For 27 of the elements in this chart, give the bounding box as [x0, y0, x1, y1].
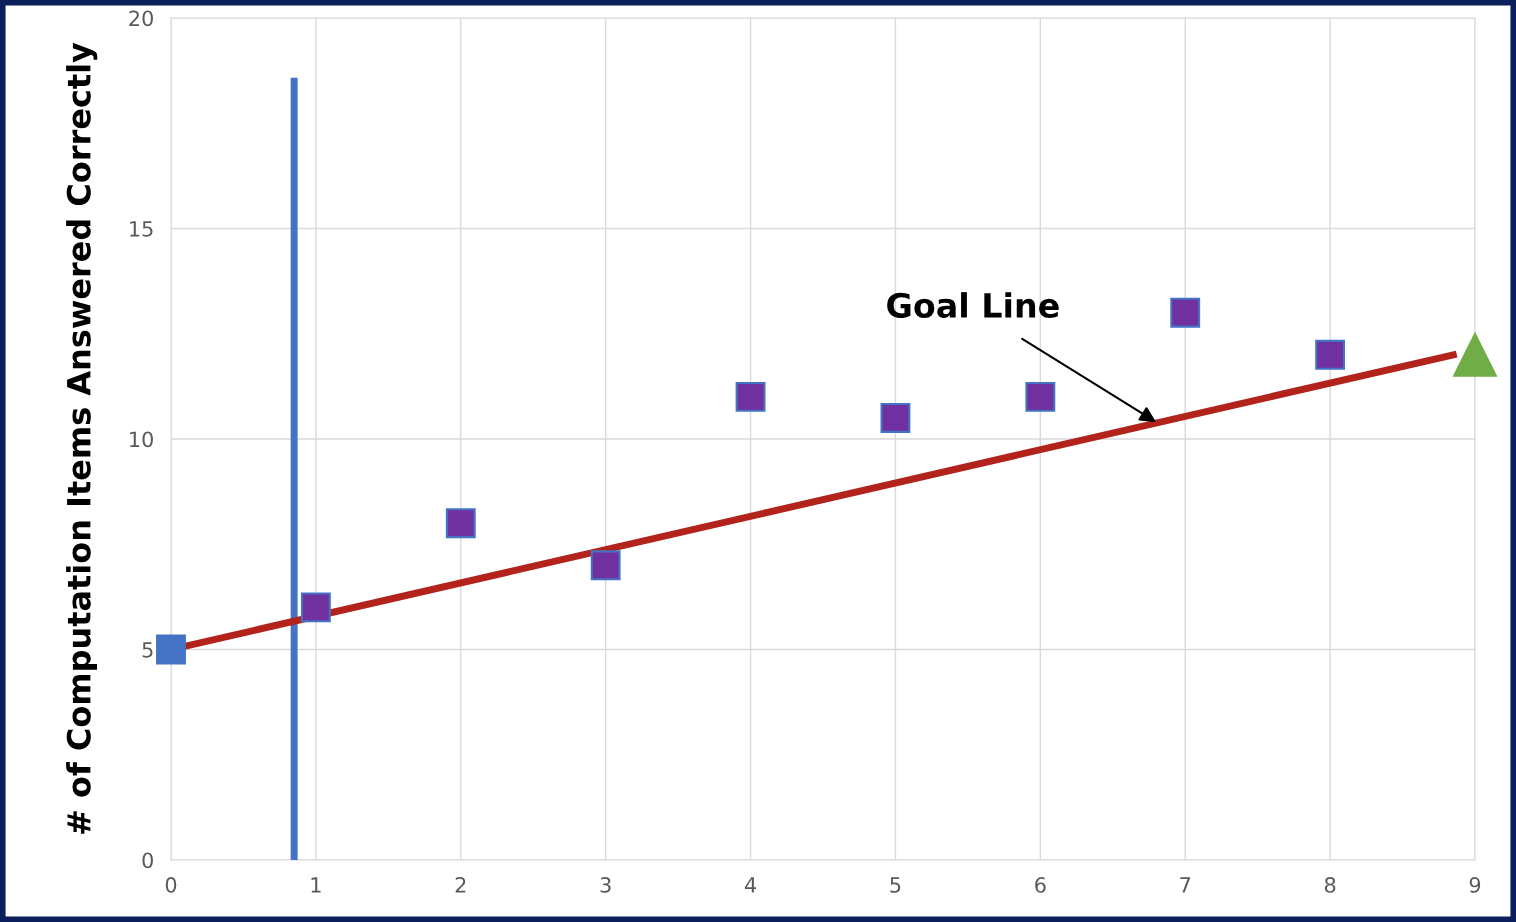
- y-tick-label: 0: [142, 852, 153, 869]
- x-tick-label: 7: [1180, 877, 1191, 893]
- point: [590, 550, 621, 581]
- x-tick-label: 5: [890, 877, 901, 893]
- annotation: Goal Line: [887, 292, 1059, 318]
- point: [1170, 297, 1201, 328]
- x-tick-label: 6: [1035, 877, 1046, 893]
- point: [880, 403, 911, 433]
- x-tick-label: 1: [311, 877, 321, 893]
- x-tick-label: 0: [165, 877, 177, 893]
- y-tick-label: 20: [129, 10, 153, 27]
- x-tick-label: 9: [1469, 877, 1481, 893]
- x-tick-label: 8: [1324, 877, 1336, 893]
- y-tick-label: 15: [130, 221, 153, 237]
- point: [735, 381, 766, 412]
- y-tick-label: 10: [130, 431, 153, 448]
- point: [156, 634, 186, 665]
- y-axis-title: # of Computation Items Answered Correctly: [66, 42, 98, 834]
- y-tick-label: 5: [142, 642, 153, 658]
- x-tick-label: 3: [600, 877, 611, 893]
- point: [300, 592, 331, 623]
- point: [445, 508, 476, 539]
- point: [1025, 381, 1056, 412]
- x-tick-label: 2: [455, 877, 466, 893]
- x-tick-label: 4: [744, 877, 757, 893]
- point: [1315, 339, 1346, 370]
- point: [1453, 332, 1497, 377]
